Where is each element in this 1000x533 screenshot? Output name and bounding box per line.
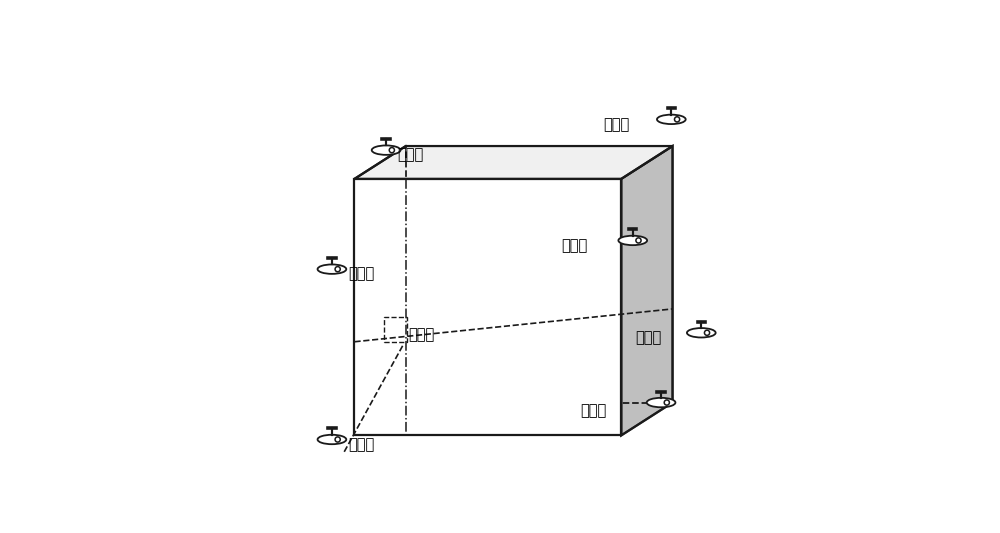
Text: 出气口: 出气口: [635, 330, 661, 345]
Ellipse shape: [657, 115, 686, 124]
Ellipse shape: [372, 146, 400, 155]
Ellipse shape: [389, 148, 394, 153]
Text: 进气口: 进气口: [398, 148, 424, 163]
Ellipse shape: [687, 328, 716, 337]
Ellipse shape: [704, 330, 710, 335]
Ellipse shape: [318, 435, 346, 444]
Ellipse shape: [647, 398, 675, 407]
Ellipse shape: [318, 264, 346, 274]
Ellipse shape: [335, 266, 340, 272]
Text: 出气口: 出气口: [580, 403, 606, 418]
Ellipse shape: [618, 236, 647, 245]
Polygon shape: [354, 179, 621, 435]
Ellipse shape: [674, 117, 680, 122]
Bar: [384, 317, 407, 342]
Ellipse shape: [664, 400, 669, 405]
Text: 进气口: 进气口: [603, 117, 629, 132]
Text: 出气口: 出气口: [348, 437, 375, 452]
Ellipse shape: [335, 437, 340, 442]
Text: 进气口: 进气口: [348, 266, 375, 281]
Text: 进气口: 进气口: [562, 238, 588, 253]
Text: 出气口: 出气口: [408, 327, 434, 342]
Polygon shape: [621, 146, 673, 435]
Polygon shape: [354, 146, 673, 179]
Ellipse shape: [636, 238, 641, 243]
